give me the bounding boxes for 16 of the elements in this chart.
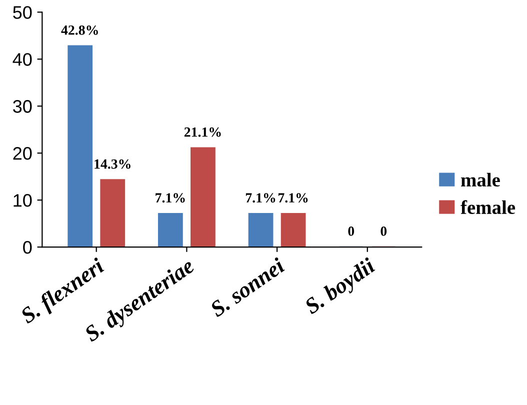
data-label: 0 bbox=[348, 226, 354, 236]
y-tick-label: 50 bbox=[13, 6, 32, 19]
data-label: 21.1% bbox=[184, 127, 221, 137]
data-label: 7.1% bbox=[278, 193, 308, 203]
y-tick-label: 30 bbox=[13, 100, 32, 113]
y-tick-label: 40 bbox=[12, 53, 32, 66]
data-label: 7.1% bbox=[156, 193, 185, 203]
legend-label: female bbox=[460, 200, 516, 214]
y-tick-label: 20 bbox=[13, 147, 32, 160]
data-label: 42.8% bbox=[61, 25, 98, 35]
data-label: 0 bbox=[380, 226, 387, 236]
legend-label: male bbox=[461, 172, 500, 187]
data-label: 14.3% bbox=[94, 159, 130, 169]
data-label: 7.1% bbox=[246, 193, 276, 203]
y-tick-label: 0 bbox=[23, 240, 32, 254]
y-tick-label: 10 bbox=[14, 194, 32, 207]
